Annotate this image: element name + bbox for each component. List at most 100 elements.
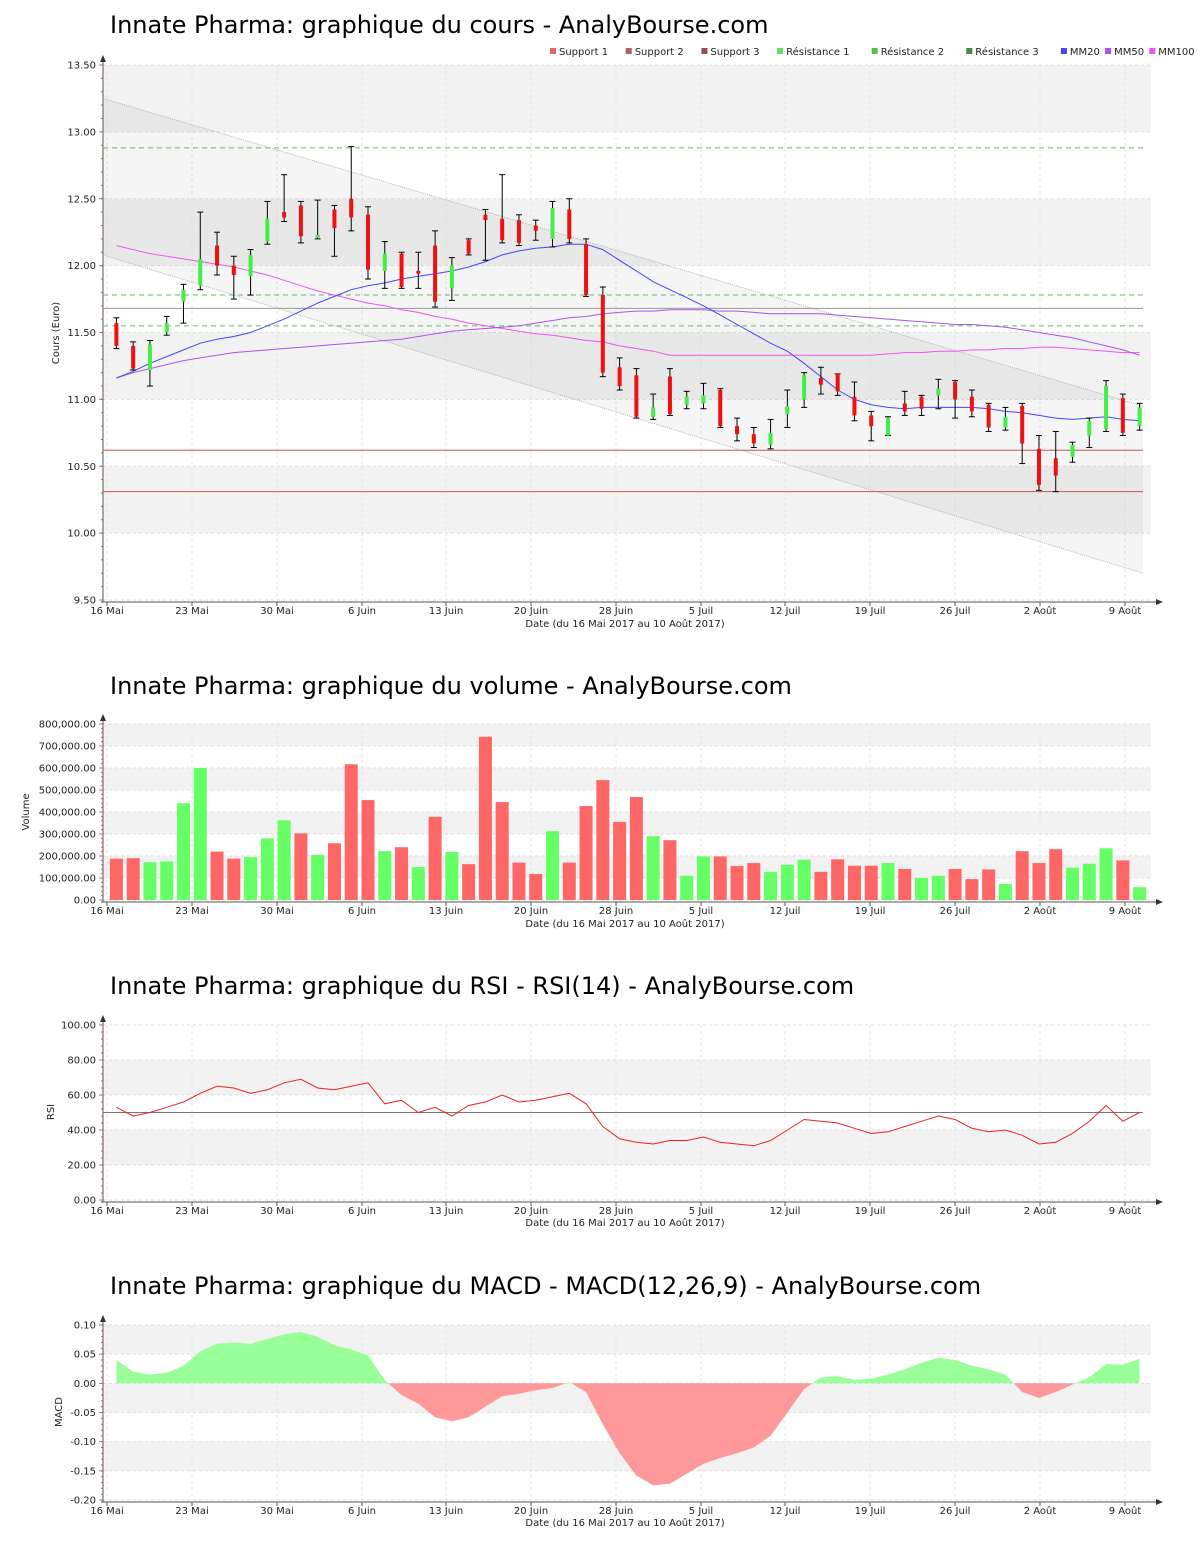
macd-chart: Innate Pharma: graphique du MACD - MACD(… (54, 1272, 1163, 1529)
volume-bar (831, 859, 845, 900)
price-ytick-label: 11.50 (67, 328, 96, 339)
volume-bar (1015, 851, 1029, 900)
price-xtick-label: 12 Juil (770, 606, 801, 617)
volume-ytick-label: 400,000.00 (39, 808, 96, 819)
volume-ytick-label: 300,000.00 (39, 830, 96, 841)
volume-bar (1032, 863, 1046, 900)
legend-label: Résistance 3 (975, 46, 1038, 58)
candle-body (466, 240, 471, 254)
rsi-xtick-label: 26 Juil (940, 1206, 971, 1217)
volume-bar (1082, 863, 1096, 900)
volume-bar (898, 868, 912, 900)
volume-xtick-label: 5 Juil (689, 906, 713, 917)
rsi-line (116, 1078, 1140, 1147)
macd-ytick-label: 0.10 (74, 1321, 96, 1332)
candle-body (584, 244, 589, 296)
candle-body (617, 367, 622, 386)
candle-body (533, 225, 538, 231)
rsi-y-arrow (100, 1015, 106, 1022)
volume-bar (529, 874, 543, 900)
volume-bar (780, 864, 794, 900)
volume-band (103, 812, 1151, 834)
trend-channel-upper (102, 98, 1144, 407)
volume-bar (881, 863, 895, 900)
rsi-chart-xlabel: Date (du 16 Mai 2017 au 10 Août 2017) (525, 1217, 724, 1229)
volume-xtick-label: 23 Mai (175, 906, 208, 917)
volume-chart-title: Innate Pharma: graphique du volume - Ana… (110, 672, 792, 700)
price-x-arrow (1156, 599, 1163, 605)
macd-positive-area (116, 1332, 389, 1384)
price-ytick-label: 12.50 (67, 194, 96, 205)
macd-xtick-label: 28 Juin (599, 1506, 633, 1517)
macd-ytick-label: -0.05 (70, 1408, 96, 1419)
candle-body (701, 395, 706, 404)
candle-body (449, 265, 454, 289)
candle-body (500, 218, 505, 241)
price-xtick-label: 5 Juil (689, 606, 713, 617)
price-ytick-label: 9.50 (74, 596, 96, 607)
candle-body (147, 344, 152, 370)
legend-label: MM20 (1070, 47, 1100, 58)
legend-label: Support 1 (559, 47, 608, 58)
legend-label: Support 3 (710, 47, 759, 58)
volume-bar (629, 797, 643, 900)
rsi-chart: Innate Pharma: graphique du RSI - RSI(14… (46, 972, 1163, 1229)
macd-positive-area (1075, 1358, 1140, 1384)
candle-body (298, 205, 303, 237)
macd-xtick-label: 2 Août (1024, 1505, 1057, 1517)
macd-chart-title: Innate Pharma: graphique du MACD - MACD(… (110, 1272, 981, 1300)
candle-body (667, 376, 672, 415)
volume-ytick-label: 500,000.00 (39, 786, 96, 797)
candle-body (634, 375, 639, 417)
candle-body (1020, 406, 1025, 444)
rsi-xtick-label: 30 Mai (260, 1206, 293, 1217)
candle-body (651, 407, 656, 417)
volume-bar (193, 768, 207, 900)
candle-body (735, 426, 740, 435)
volume-bar (713, 856, 727, 900)
price-chart-title: Innate Pharma: graphique du cours - Anal… (110, 11, 768, 39)
volume-band (103, 724, 1151, 746)
legend-swatch (550, 48, 556, 54)
macd-ytick-label: 0.00 (74, 1379, 96, 1390)
price-xtick-label: 23 Mai (175, 606, 208, 617)
candle-body (265, 218, 270, 242)
volume-bar (277, 820, 291, 900)
candle-body (399, 253, 404, 288)
rsi-ytick-label: 0.00 (74, 1196, 96, 1207)
macd-xtick-label: 13 Juin (429, 1506, 463, 1517)
candle-body (282, 212, 287, 218)
macd-chart-xlabel: Date (du 16 Mai 2017 au 10 Août 2017) (525, 1517, 724, 1529)
price-xtick-label: 26 Juil (940, 606, 971, 617)
volume-bar (294, 833, 308, 900)
candle-body (198, 258, 203, 286)
volume-bar (730, 865, 744, 900)
candle-body (902, 403, 907, 412)
rsi-xtick-label: 28 Juin (599, 1206, 633, 1217)
legend-swatch (625, 48, 632, 54)
rsi-band (103, 1130, 1151, 1165)
macd-negative-area (388, 1383, 566, 1422)
price-band (103, 65, 1151, 132)
rsi-xtick-label: 9 Août (1109, 1205, 1142, 1217)
macd-xtick-label: 19 Juil (855, 1506, 886, 1517)
volume-bar (663, 840, 677, 900)
price-chart-ylabel: Cours (Euro) (51, 302, 62, 365)
legend-swatch (701, 48, 708, 54)
candle-body (886, 418, 890, 436)
macd-x-arrow (1156, 1499, 1163, 1505)
price-ytick-label: 12.00 (67, 261, 96, 272)
volume-bar (428, 816, 442, 900)
volume-xtick-label: 20 Juin (514, 906, 548, 917)
rsi-xtick-label: 2 Août (1024, 1205, 1057, 1217)
candle-body (248, 254, 253, 277)
volume-bar (680, 875, 694, 900)
volume-bar (1099, 848, 1113, 900)
candle-body (600, 295, 605, 373)
volume-bar (1133, 887, 1147, 900)
candle-body (785, 406, 790, 415)
volume-bar (160, 861, 174, 900)
volume-bar (747, 863, 761, 900)
rsi-band (103, 1060, 1151, 1095)
